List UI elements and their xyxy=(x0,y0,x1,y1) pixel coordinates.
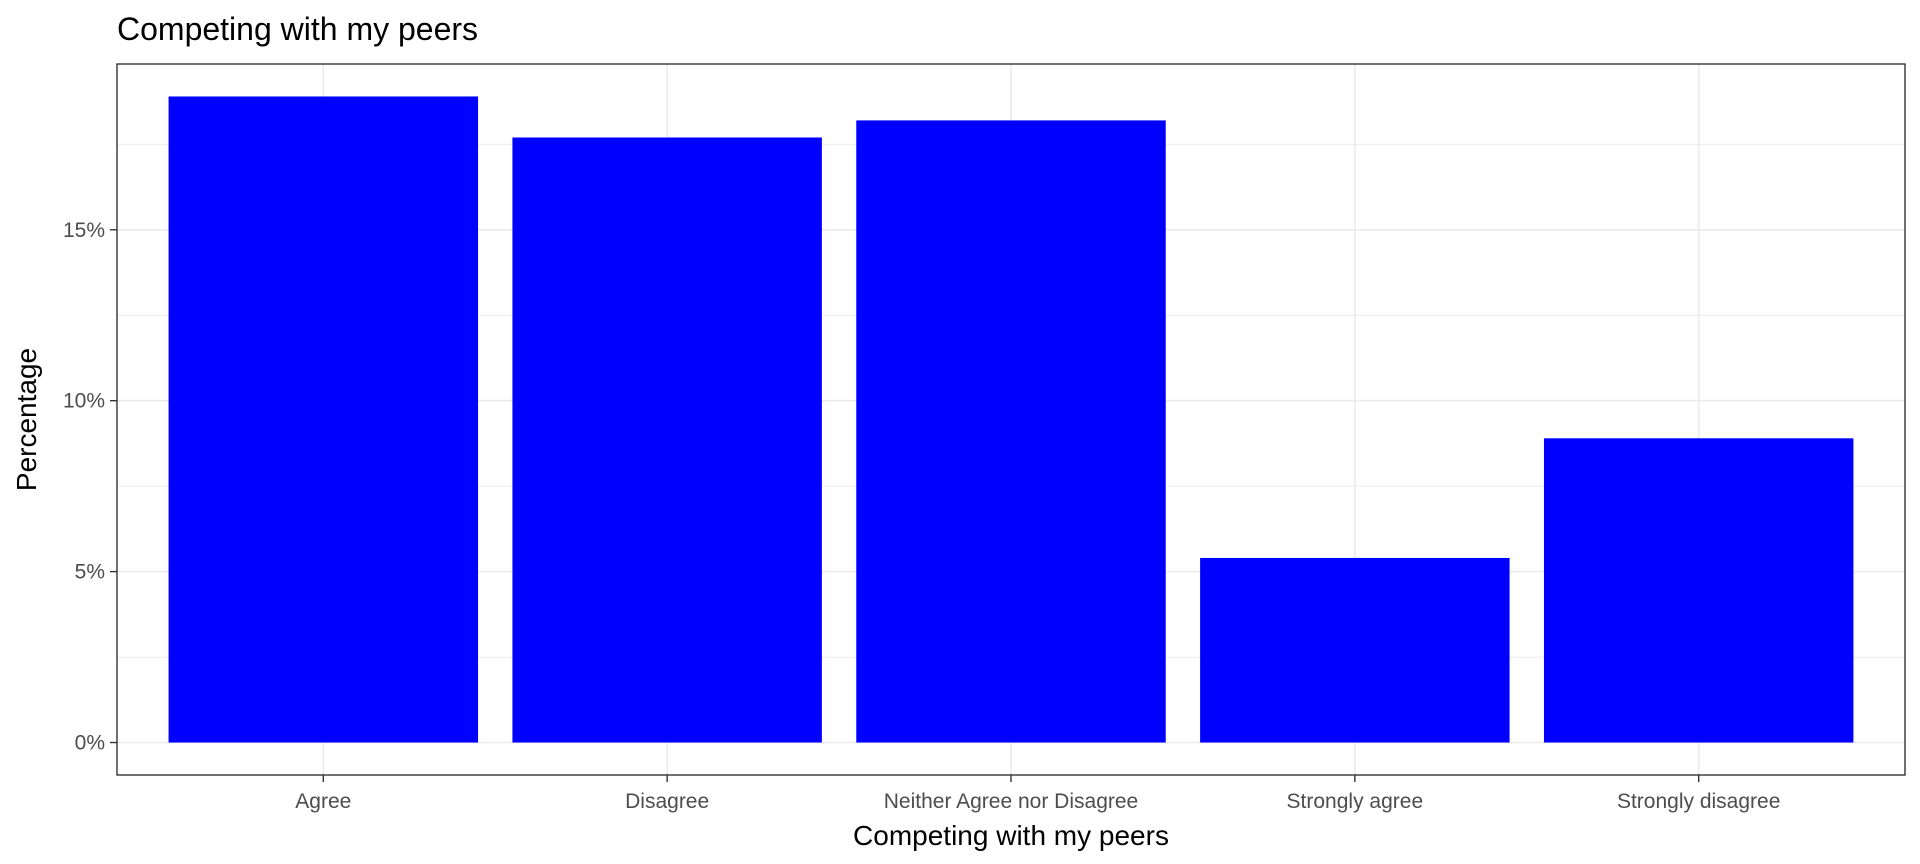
y-axis-title: Percentage xyxy=(11,348,42,491)
chart-title: Competing with my peers xyxy=(117,11,478,47)
y-axis: 0% 5% 10% 15% xyxy=(63,219,117,755)
y-tick-label: 10% xyxy=(63,390,105,413)
bars xyxy=(168,96,1854,743)
y-tick-label: 0% xyxy=(75,732,105,755)
bar-strongly-agree xyxy=(1200,557,1510,743)
bar-neither-agree-nor-disagree xyxy=(856,120,1166,743)
x-tick-label: Strongly disagree xyxy=(1617,790,1780,813)
bar-disagree xyxy=(512,137,822,743)
x-tick-label: Strongly agree xyxy=(1287,790,1424,813)
x-tick-label: Disagree xyxy=(625,790,709,813)
x-tick-label: Agree xyxy=(295,790,351,813)
x-axis: Agree Disagree Neither Agree nor Disagree S… xyxy=(295,775,1780,813)
bar-agree xyxy=(168,96,479,743)
x-axis-title: Competing with my peers xyxy=(853,820,1169,851)
y-tick-label: 5% xyxy=(75,561,105,584)
x-tick-label: Neither Agree nor Disagree xyxy=(884,790,1138,813)
y-tick-label: 15% xyxy=(63,219,105,242)
bar-strongly-disagree xyxy=(1543,438,1854,743)
